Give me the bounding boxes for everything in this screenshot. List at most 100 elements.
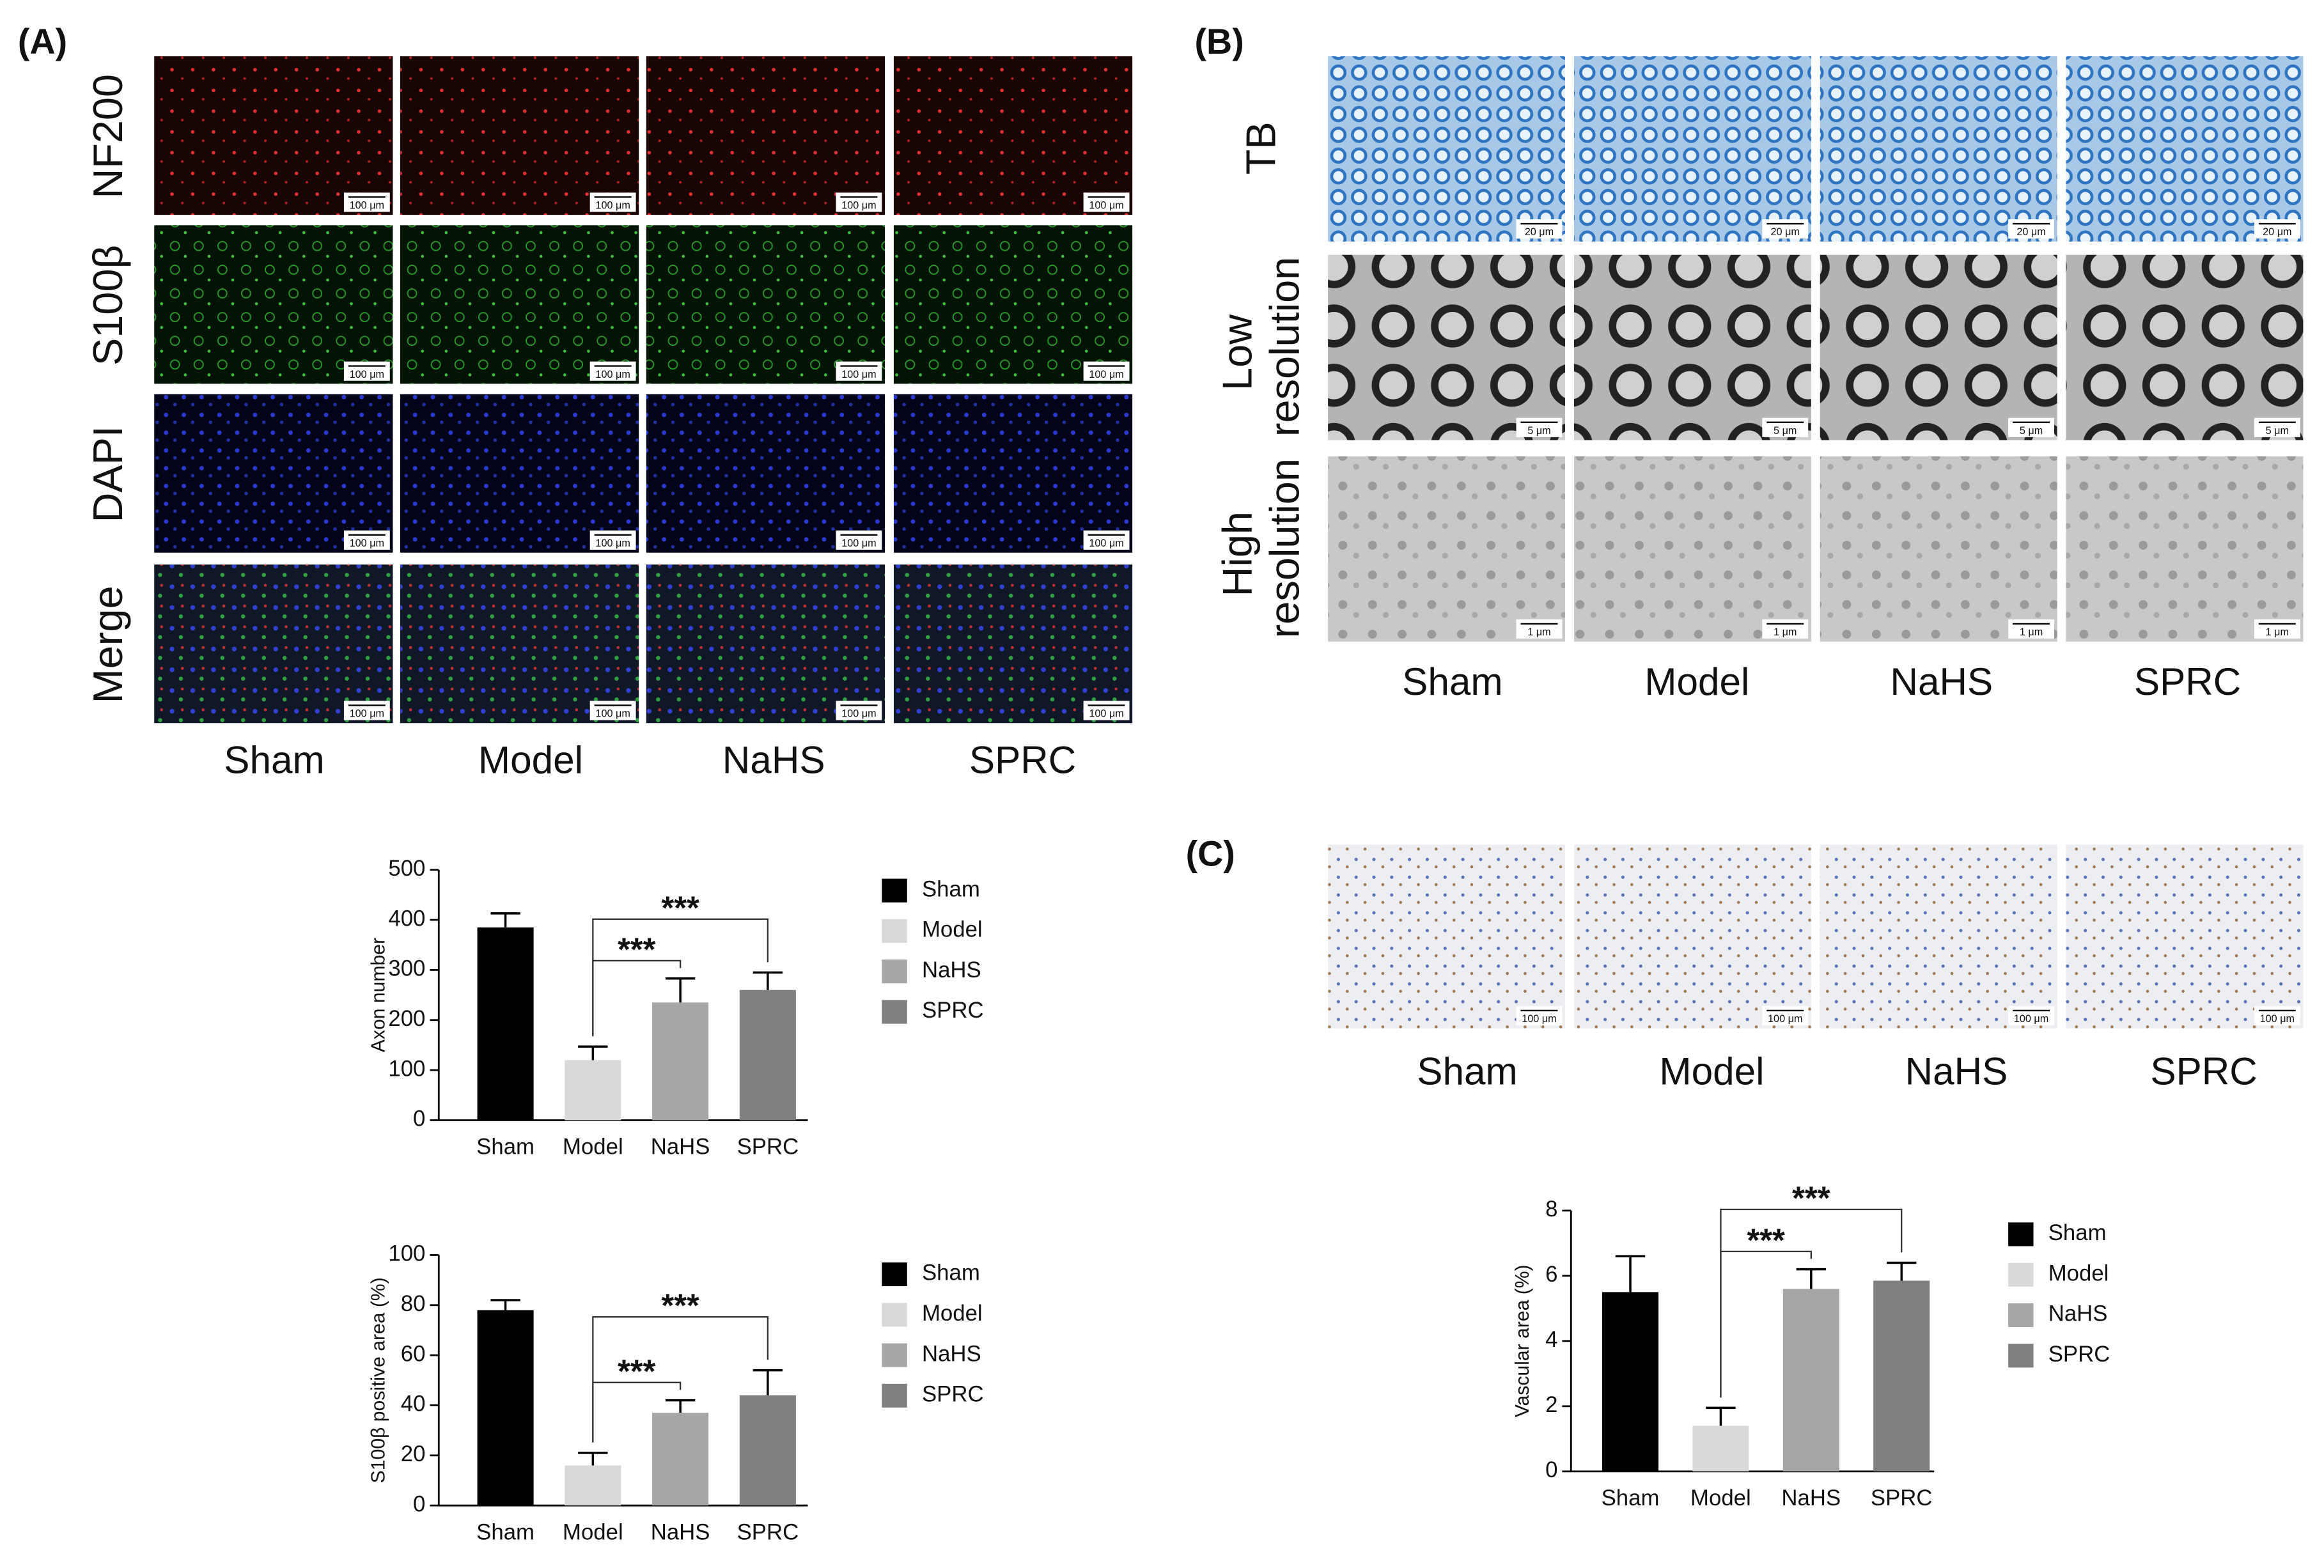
- scale-bar-box: [2254, 417, 2300, 437]
- significance-label: ***: [1792, 1180, 1830, 1216]
- scale-bar-box: [2254, 619, 2300, 639]
- scale-bar-label: 1 μm: [2266, 626, 2289, 638]
- scale-bar-box: [836, 701, 882, 720]
- scale-bar-label: 100 μm: [350, 708, 384, 720]
- x-tick-label: NaHS: [1781, 1486, 1841, 1510]
- significance-bracket: [592, 918, 769, 1037]
- scale-bar-box: [1083, 361, 1130, 381]
- y-axis-label: Vascular area (%): [1512, 1264, 1533, 1417]
- scale-bar-label: 1 μm: [1774, 626, 1797, 638]
- scale-bar-label: 20 μm: [1525, 226, 1554, 238]
- micrograph: [400, 56, 639, 215]
- legend-label: Model: [2048, 1261, 2109, 1285]
- y-tick-label: 80: [401, 1292, 426, 1316]
- legend-label: Model: [922, 1301, 983, 1326]
- column-label: Sham: [1417, 1050, 1517, 1093]
- micrograph: [893, 56, 1133, 215]
- y-tick-label: 100: [388, 1242, 425, 1266]
- micrograph: [2066, 456, 2304, 642]
- x-tick-label: SPRC: [1871, 1486, 1933, 1510]
- scale-bar-label: 100 μm: [2014, 1013, 2048, 1025]
- scale-bar-label: 20 μm: [2016, 226, 2045, 238]
- micrograph: [154, 56, 393, 215]
- y-tick-label: 100: [388, 1057, 425, 1081]
- scale-bar-label: 5 μm: [2020, 425, 2043, 437]
- scale-bar-box: [1516, 219, 1563, 239]
- legend-label: Sham: [922, 1261, 980, 1285]
- micrograph: [893, 394, 1133, 553]
- y-tick-label: 2: [1545, 1393, 1557, 1417]
- column-label: Model: [1644, 660, 1749, 703]
- micrograph: [400, 225, 639, 384]
- column-label: SPRC: [2150, 1050, 2257, 1093]
- scale-bar-label: 100 μm: [595, 708, 630, 720]
- micrograph: [646, 564, 885, 724]
- scale-bar-label: 5 μm: [2266, 425, 2289, 437]
- scale-bar-label: 100 μm: [841, 369, 876, 380]
- legend-label: SPRC: [2048, 1342, 2110, 1367]
- x-tick-label: Sham: [476, 1520, 534, 1544]
- y-tick-label: 8: [1545, 1197, 1557, 1222]
- bar: [652, 1002, 709, 1121]
- micrograph: [1328, 844, 1566, 1029]
- legend-swatch: [2008, 1344, 2034, 1368]
- micrograph: [1328, 56, 1566, 242]
- scale-bar-box: [1762, 417, 1809, 437]
- scale-bar-box: [1516, 417, 1563, 437]
- micrograph: [1328, 254, 1566, 440]
- column-label: NaHS: [1905, 1050, 2008, 1093]
- y-tick-label: 0: [1545, 1458, 1557, 1482]
- scale-bar-label: 100 μm: [1089, 538, 1123, 549]
- scale-bar-box: [1762, 1005, 1809, 1026]
- y-tick-label: 20: [401, 1442, 426, 1466]
- legend-swatch: [882, 959, 907, 984]
- bar: [1602, 1292, 1659, 1471]
- column-label: SPRC: [2134, 660, 2241, 703]
- scale-bar-box: [589, 701, 636, 720]
- scale-bar-label: 1 μm: [2020, 626, 2043, 638]
- scale-bar-label: 100 μm: [1089, 199, 1123, 211]
- x-tick-label: Model: [563, 1520, 623, 1544]
- scale-bar-box: [343, 361, 390, 381]
- legend-swatch: [882, 1303, 907, 1327]
- y-axis-label: Axon number: [368, 938, 389, 1052]
- micrograph: [2066, 254, 2304, 440]
- micrograph: [1820, 56, 2057, 242]
- scale-bar-label: 20 μm: [2263, 226, 2291, 238]
- scale-bar-label: 100 μm: [841, 199, 876, 211]
- significance-label: ***: [618, 931, 656, 967]
- scale-bar-label: 5 μm: [1527, 425, 1550, 437]
- bar: [1692, 1425, 1749, 1471]
- y-tick-label: 0: [413, 1492, 425, 1516]
- x-tick-label: Model: [563, 1135, 623, 1160]
- x-tick-label: Model: [1690, 1486, 1751, 1510]
- micrograph: [893, 225, 1133, 384]
- legend-label: SPRC: [922, 998, 984, 1023]
- legend-swatch: [882, 1262, 907, 1287]
- scale-bar-box: [343, 701, 390, 720]
- x-tick-label: SPRC: [737, 1135, 799, 1160]
- panel-label: (C): [1186, 834, 1235, 874]
- micrograph: [893, 564, 1133, 724]
- y-tick-label: 6: [1545, 1262, 1557, 1287]
- y-tick-label: 40: [401, 1392, 426, 1417]
- column-label: Sham: [1402, 660, 1502, 703]
- scale-bar-box: [343, 192, 390, 212]
- micrograph: [400, 564, 639, 724]
- significance-label: ***: [661, 1287, 699, 1324]
- significance-label: ***: [661, 889, 699, 926]
- column-label: Sham: [224, 738, 324, 782]
- micrograph: [1820, 844, 2057, 1029]
- bar: [739, 1395, 796, 1506]
- y-tick-label: 400: [388, 906, 425, 931]
- bar: [1873, 1280, 1930, 1471]
- micrograph: [646, 225, 885, 384]
- micrograph: [1820, 456, 2057, 642]
- x-tick-label: Sham: [1602, 1486, 1660, 1510]
- y-tick-label: 4: [1545, 1328, 1557, 1352]
- legend-swatch: [882, 1000, 907, 1024]
- scale-bar-label: 5 μm: [1774, 425, 1797, 437]
- scale-bar-box: [1083, 701, 1130, 720]
- y-tick-label: 0: [413, 1107, 425, 1131]
- legend-label: NaHS: [922, 958, 981, 982]
